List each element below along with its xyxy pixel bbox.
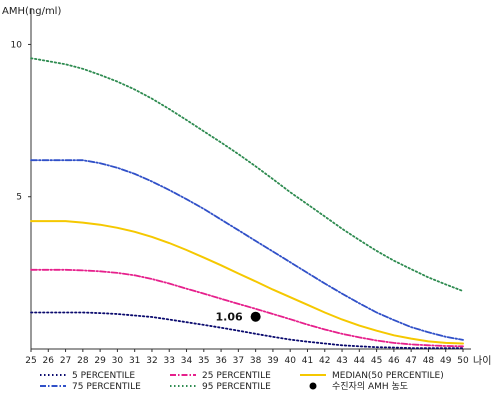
x-axis-label: 나이 (473, 355, 491, 367)
x-tick-label: 40 (284, 356, 296, 366)
legend: 5 PERCENTILE 25 PERCENTILE MEDIAN(50 PERCE… (40, 371, 444, 392)
x-tick-label: 39 (267, 356, 279, 366)
x-tick-label: 50 (457, 356, 469, 366)
x-tick-label: 44 (354, 356, 366, 366)
patient-amh-point (250, 311, 261, 322)
x-tick-label: 36 (215, 356, 227, 366)
legend-label: 25 PERCENTILE (202, 371, 271, 381)
x-tick-label: 41 (302, 356, 313, 366)
patient-amh-label: 1.06 (215, 311, 242, 324)
x-tick-label: 30 (112, 356, 124, 366)
x-tick-label: 35 (198, 356, 209, 366)
x-tick-label: 25 (25, 356, 36, 366)
x-tick-label: 27 (60, 356, 71, 366)
x-tick-label: 34 (181, 356, 193, 366)
x-tick-label: 37 (233, 356, 244, 366)
axes: 5 10 25 26 27 28 29 30 31 32 33 34 35 36 37 38 39 40 41 42 4… (11, 8, 471, 366)
x-tick-label: 48 (423, 356, 435, 366)
series-line (30, 57, 464, 293)
x-tick-label: 45 (371, 356, 382, 366)
legend-label: MEDIAN(50 PERCENTILE) (332, 371, 444, 381)
y-tick-label: 5 (16, 193, 22, 203)
x-tick-label: 46 (388, 356, 400, 366)
legend-point-swatch (309, 382, 317, 390)
x-tick-label: 49 (440, 356, 452, 366)
x-tick-label: 47 (405, 356, 416, 366)
legend-label: 75 PERCENTILE (72, 382, 141, 392)
series-line (30, 268, 464, 348)
series-line (30, 311, 464, 350)
y-axis-label: AMH(ng/ml) (2, 6, 61, 17)
x-tick-label: 29 (94, 356, 106, 366)
legend-label: 5 PERCENTILE (72, 371, 135, 381)
x-tick-label: 38 (250, 356, 262, 366)
x-tick-label: 31 (129, 356, 140, 366)
patient-marker: 1.06 (215, 311, 261, 324)
y-tick-label: 10 (11, 40, 23, 50)
series-line (30, 159, 464, 341)
x-tick-label: 26 (43, 356, 55, 366)
legend-label: 95 PERCENTILE (202, 382, 271, 392)
x-tick-label: 42 (319, 356, 330, 366)
series-lines (30, 57, 464, 350)
x-tick-label: 32 (146, 356, 157, 366)
legend-point-label: 수진자의 AMH 농도 (332, 381, 408, 392)
x-tick-label: 28 (77, 356, 89, 366)
series-line (30, 220, 464, 345)
x-tick-label: 43 (336, 356, 347, 366)
x-tick-label: 33 (164, 356, 175, 366)
